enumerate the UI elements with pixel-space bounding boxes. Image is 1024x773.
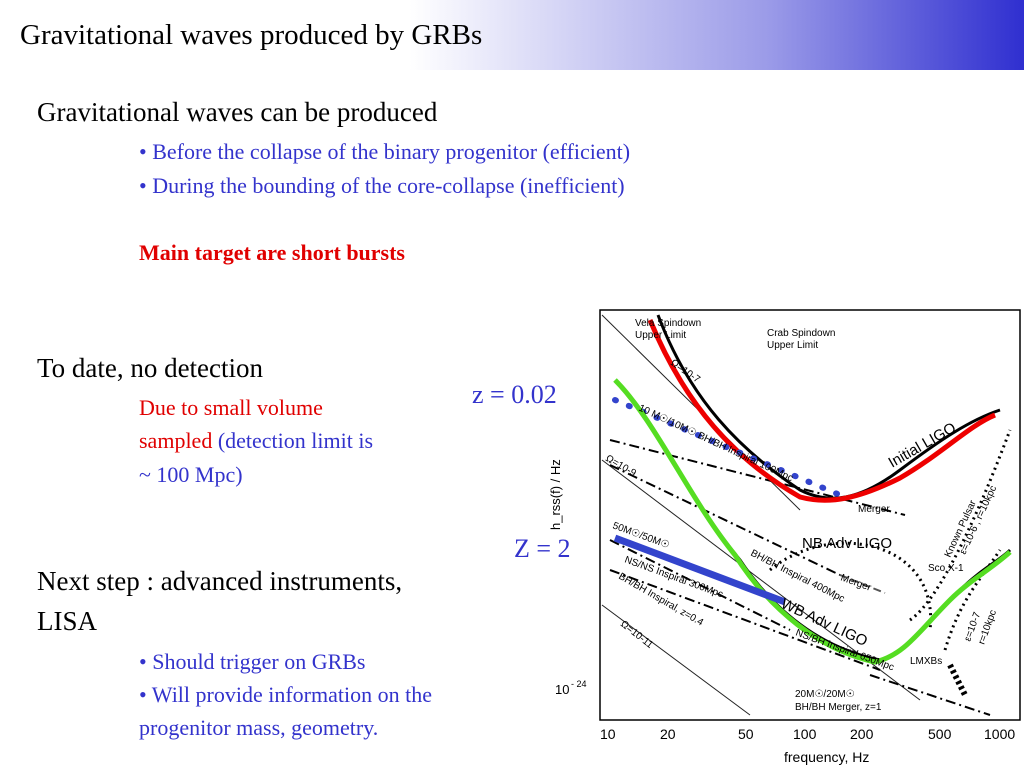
y-tick-label: 10 <box>555 682 569 697</box>
z002-label: z = 0.02 <box>472 380 557 409</box>
x-tick-50: 50 <box>738 726 754 742</box>
inspiral-400-line <box>609 464 841 576</box>
sampled-text: sampled <box>139 428 213 453</box>
plot-frame <box>599 309 1021 721</box>
section2-line2: sampled (detection limit is <box>139 428 373 454</box>
lmxbs-label: LMXBs <box>910 656 942 667</box>
main-target-note: Main target are short bursts <box>139 240 405 265</box>
section2-line1: Due to small volume <box>139 395 323 420</box>
section3-bullet-2-cont: progenitor mass, geometry. <box>139 715 379 740</box>
x-tick-200: 200 <box>850 726 874 742</box>
nsns-line <box>609 539 791 631</box>
sensitivity-figure: Vela Spindown Upper Limit Crab Spindown … <box>540 300 1024 768</box>
sco-label: Sco X-1 <box>928 563 964 574</box>
section3-bullet-1: • Should trigger on GRBs <box>139 649 366 674</box>
inspiral-blue-dots <box>612 397 843 498</box>
sensitivity-plot-svg: Vela Spindown Upper Limit Crab Spindown … <box>548 309 1021 765</box>
vela-label-2: Upper Limit <box>635 330 686 341</box>
crab-label-2: Upper Limit <box>767 340 818 351</box>
section3-bullet-2: • Will provide information on the <box>139 682 432 707</box>
x-tick-500: 500 <box>928 726 952 742</box>
y-tick-exponent: - 24 <box>571 679 587 689</box>
initial-ligo-red-curve <box>647 319 996 503</box>
merger-400-line <box>839 574 886 594</box>
eps7-curve <box>943 549 1002 651</box>
section1-bullet-1: • Before the collapse of the binary prog… <box>139 139 631 164</box>
nsbh-line <box>609 569 881 671</box>
vela-label: Vela Spindown <box>635 318 701 329</box>
bhbh-z1-label: BH/BH Merger, z=1 <box>795 702 882 713</box>
x-tick-1000: 1000 <box>984 726 1015 742</box>
mass20-label: 20M☉/20M☉ <box>795 689 855 700</box>
section3-heading-line2: LISA <box>37 606 97 636</box>
section1-heading: Gravitational waves can be produced <box>37 97 438 127</box>
adv-ligo-green-curve <box>613 378 1012 665</box>
merger-label: Merger <box>858 504 890 515</box>
z1-merger-line <box>869 674 991 716</box>
section2-heading: To date, no detection <box>37 353 264 383</box>
detection-limit-text: (detection limit is <box>212 428 374 453</box>
crab-label: Crab Spindown <box>767 328 835 339</box>
z2-blue-line <box>613 534 787 606</box>
x-axis-label: frequency, Hz <box>784 749 869 765</box>
x-tick-20: 20 <box>660 726 676 742</box>
nb-adv-label: NB Adv LIGO <box>802 535 892 552</box>
y-axis-label: h_rss(f) / Hz <box>548 459 563 530</box>
slide-title: Gravitational waves produced by GRBs <box>20 19 483 51</box>
section2-line3: ~ 100 Mpc) <box>139 462 243 487</box>
title-bar <box>0 0 1024 70</box>
x-ticks: 10 20 50 100 200 500 1000 <box>600 726 1015 742</box>
omega11-line <box>601 604 751 716</box>
section3-heading-line1: Next step : advanced instruments, <box>37 566 403 596</box>
x-tick-10: 10 <box>600 726 616 742</box>
x-tick-100: 100 <box>793 726 817 742</box>
z2-label: Z = 2 <box>514 534 571 563</box>
section1-bullet-2: • During the bounding of the core-collap… <box>139 173 625 198</box>
